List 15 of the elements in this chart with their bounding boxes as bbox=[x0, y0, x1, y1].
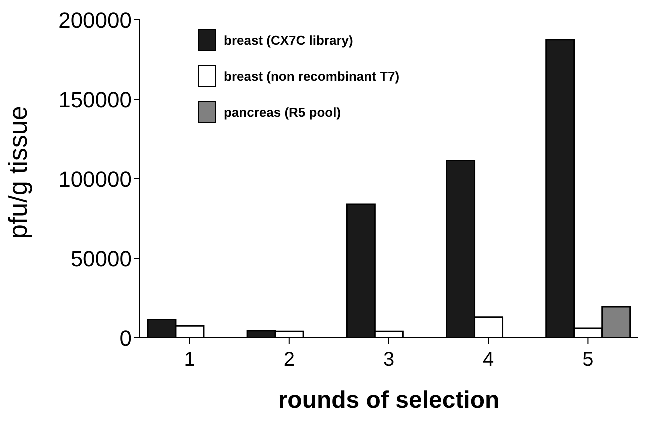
x-tick-label: 2 bbox=[284, 349, 295, 372]
x-tick-label: 3 bbox=[383, 349, 395, 372]
x-tick-label: 4 bbox=[483, 349, 494, 372]
y-tick-label: 100000 bbox=[58, 166, 132, 192]
legend-label: breast (CX7C library) bbox=[224, 32, 354, 48]
y-axis-title: pfu/g tissue bbox=[3, 106, 34, 239]
y-tick-label: 150000 bbox=[58, 87, 132, 112]
y-tick-label: 0 bbox=[120, 326, 132, 351]
legend-label: breast (non recombinant T7) bbox=[224, 68, 400, 84]
x-tick-label: 1 bbox=[184, 349, 196, 372]
legend-label: pancreas (R5 pool) bbox=[224, 104, 342, 120]
x-tick-label: 5 bbox=[582, 349, 594, 372]
y-tick-label: 50000 bbox=[70, 246, 132, 272]
y-tick-label: 200000 bbox=[58, 8, 132, 33]
x-axis-title: rounds of selection bbox=[278, 387, 500, 414]
